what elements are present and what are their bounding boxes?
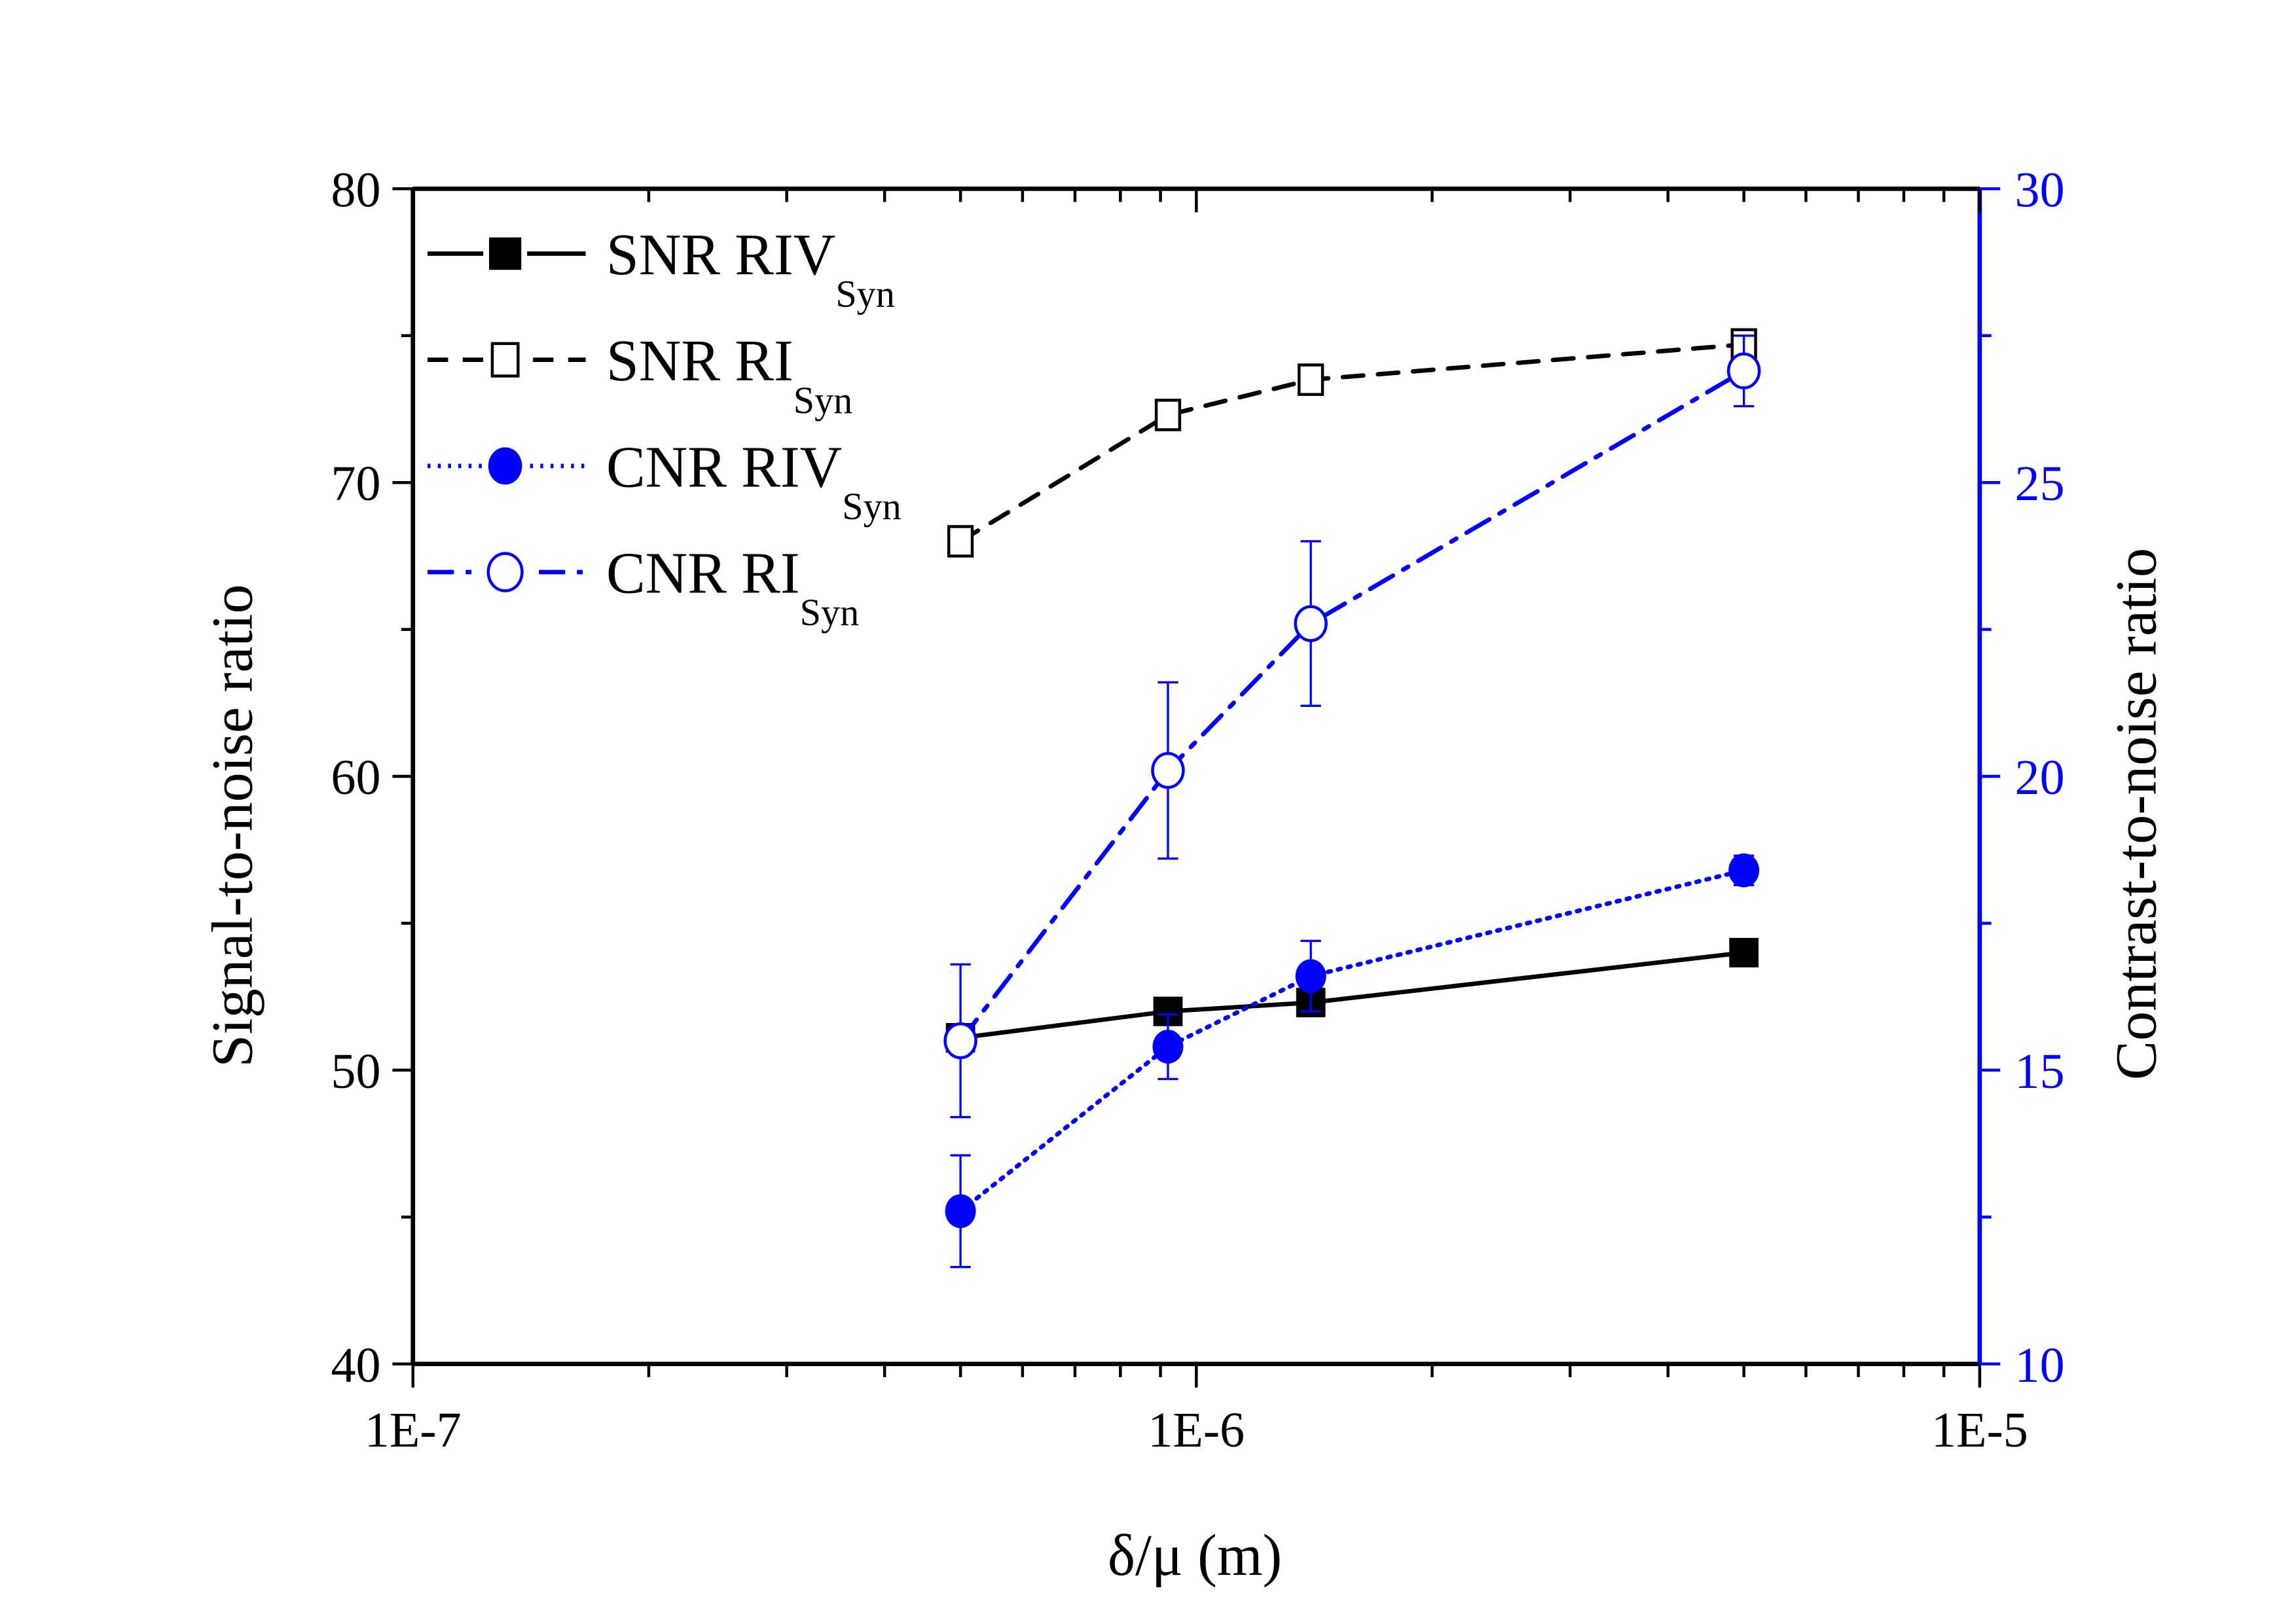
- y2-tick-label: 20: [2015, 749, 2065, 805]
- y2-tick-label: 25: [2015, 456, 2065, 511]
- legend-item: SNR RIVSyn: [428, 223, 895, 315]
- series-cnr-ri: [943, 334, 1761, 1119]
- y-tick-label: 50: [331, 1043, 380, 1099]
- legend-marker: [486, 552, 524, 592]
- x-tick-label: 1E-6: [1148, 1402, 1245, 1458]
- legend: SNR RIVSyn SNR RISyn CNR RIVSyn CNR RISyn: [428, 223, 902, 634]
- series-line: [958, 868, 1747, 1214]
- legend-item: CNR RISyn: [428, 541, 859, 634]
- legend-label-subscript: Syn: [835, 272, 895, 315]
- legend-item: SNR RISyn: [428, 329, 852, 422]
- data-point: [1152, 1030, 1184, 1064]
- data-point: [1295, 959, 1326, 994]
- y2-tick-label: 15: [2015, 1043, 2065, 1099]
- legend-marker: [489, 237, 522, 270]
- series-line: [958, 950, 1747, 1040]
- y2-axis-title: Contrast-to-noise ratio: [2104, 548, 2169, 1080]
- legend-marker: [488, 447, 522, 485]
- y-tick-label: 60: [331, 749, 380, 805]
- series-layer: [943, 328, 1761, 1269]
- data-point: [1154, 399, 1182, 431]
- data-point: [1294, 605, 1328, 642]
- y-tick-label: 80: [331, 162, 380, 217]
- data-point: [1729, 937, 1759, 967]
- y2-tick-label: 30: [2015, 162, 2065, 217]
- y-tick-label: 70: [331, 456, 380, 511]
- x-tick-label: 1E-5: [1931, 1402, 2028, 1458]
- axes: 1E-7 1E-6 1E-5 40 50 60 70 80 10 15 20 25 30: [331, 162, 2064, 1458]
- x-axis-title: δ/μ (m): [1108, 1523, 1282, 1588]
- legend-label: CNR RISyn: [606, 541, 859, 634]
- data-point: [1726, 352, 1761, 389]
- legend-label: SNR RISyn: [606, 329, 852, 422]
- legend-item: CNR RIVSyn: [428, 435, 902, 528]
- legend-label: SNR RIVSyn: [606, 223, 895, 315]
- legend-label-subscript: Syn: [800, 591, 860, 634]
- data-point: [943, 1022, 977, 1060]
- y-tick-label: 40: [331, 1337, 380, 1393]
- series-line: [958, 369, 1747, 1043]
- legend-label: CNR RIVSyn: [606, 435, 902, 528]
- data-point: [945, 1194, 976, 1229]
- legend-label-subscript: Syn: [793, 379, 853, 422]
- y2-tick-label: 10: [2015, 1337, 2065, 1393]
- x-tick-label: 1E-7: [365, 1402, 462, 1458]
- data-point: [1298, 363, 1324, 396]
- series-snr-riv: [945, 937, 1759, 1053]
- data-point: [947, 525, 974, 558]
- series-line: [958, 342, 1747, 544]
- data-point: [1151, 751, 1185, 789]
- y-axis-title: Signal-to-noise ratio: [200, 584, 265, 1067]
- legend-marker: [490, 342, 520, 378]
- series-cnr-riv: [945, 853, 1760, 1269]
- data-point: [1728, 853, 1760, 888]
- legend-label-subscript: Syn: [842, 485, 902, 528]
- series-snr-ri: [947, 328, 1757, 558]
